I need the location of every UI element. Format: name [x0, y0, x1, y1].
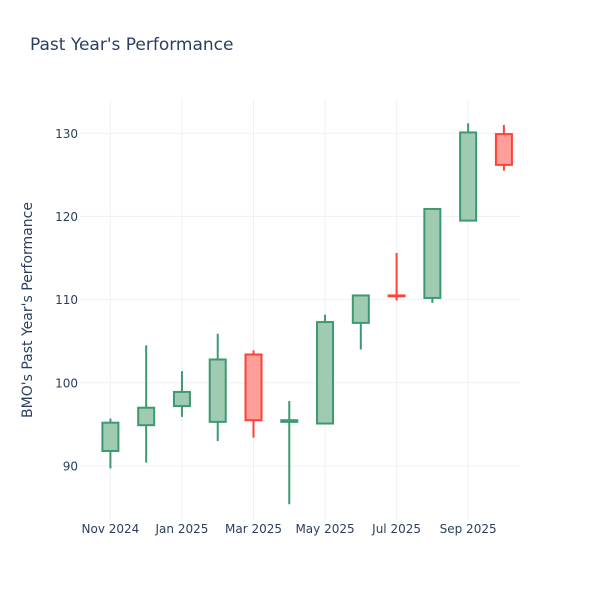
candle-body	[316, 321, 335, 425]
chart-title: Past Year's Performance	[30, 35, 234, 55]
candle-body	[172, 390, 191, 408]
x-tick-label: Sep 2025	[440, 522, 497, 536]
candles	[101, 123, 513, 505]
candle-increasing[interactable]	[101, 418, 120, 469]
y-axis-title: BMO's Past Year's Performance	[20, 202, 36, 418]
candle-increasing[interactable]	[316, 314, 335, 425]
x-tick-label: Mar 2025	[225, 522, 282, 536]
y-tick-label: 130	[55, 127, 78, 141]
candle-increasing[interactable]	[351, 294, 370, 350]
y-tick-label: 90	[63, 459, 78, 473]
candle-body	[280, 419, 299, 423]
candle-body	[244, 353, 263, 422]
x-axis-ticks: Nov 2024 Jan 2025 Mar 2025 May 2025 Jul 2025…	[82, 522, 497, 536]
candle-decreasing[interactable]	[494, 124, 513, 171]
candle-body	[494, 133, 513, 166]
candle-body	[423, 207, 442, 299]
candle-body	[208, 358, 227, 423]
x-tick-label: Jul 2025	[371, 522, 421, 536]
candle-increasing[interactable]	[137, 345, 156, 463]
y-tick-label: 110	[55, 293, 78, 307]
candle-decreasing[interactable]	[244, 350, 263, 438]
candle-increasing[interactable]	[172, 371, 191, 417]
candle-body	[459, 131, 478, 222]
x-tick-label: May 2025	[295, 522, 354, 536]
candle-increasing[interactable]	[280, 401, 299, 505]
candle-body	[137, 406, 156, 427]
candle-increasing[interactable]	[208, 333, 227, 441]
y-tick-label: 100	[55, 376, 78, 390]
candle-body	[387, 294, 406, 298]
y-tick-label: 120	[55, 210, 78, 224]
candle-body	[101, 421, 120, 452]
candle-increasing[interactable]	[459, 123, 478, 222]
candle-body	[351, 294, 370, 324]
x-tick-label: Nov 2024	[82, 522, 140, 536]
x-tick-label: Jan 2025	[155, 522, 209, 536]
candle-increasing[interactable]	[423, 207, 442, 303]
candle-decreasing[interactable]	[387, 253, 406, 301]
y-axis-ticks: 90 100 110 120 130	[55, 127, 78, 474]
